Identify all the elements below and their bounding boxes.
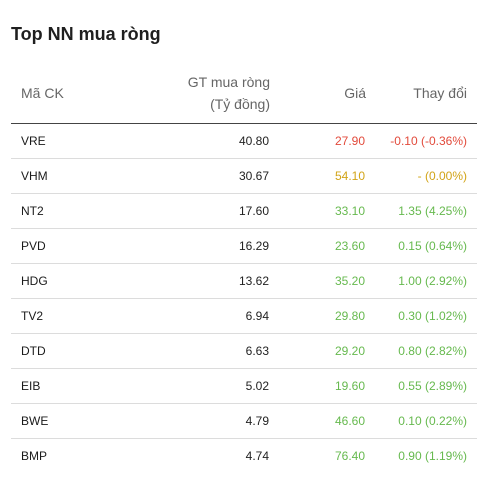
stock-code[interactable]: BWE [11,403,132,439]
table-row[interactable]: TV2 6.94 29.80 0.30 (1.02%) [11,298,477,334]
change: 0.55 (2.89%) [366,368,477,404]
table-row[interactable]: BWE 4.79 46.60 0.10 (0.22%) [11,403,477,439]
change: 0.90 (1.19%) [398,449,467,463]
price: 46.60 [270,403,366,439]
column-header-code[interactable]: Mã CK [11,62,132,124]
net-buy-value: 40.80 [132,123,270,159]
column-header-change[interactable]: Thay đổi [366,62,477,124]
net-buy-value: 4.74 [245,449,269,463]
change: -0.10 (-0.36%) [366,123,477,159]
net-buy-table: Mã CK GT mua ròng (Tỷ đồng) Giá Thay đổi… [11,62,477,473]
net-buy-value: 30.67 [132,158,270,194]
column-header-net-buy-value[interactable]: GT mua ròng (Tỷ đồng) [132,62,270,124]
price: 33.10 [270,193,366,229]
table-row[interactable]: DTD 6.63 29.20 0.80 (2.82%) [11,333,477,369]
price: 23.60 [270,228,366,264]
column-header-price[interactable]: Giá [270,62,366,124]
table-row[interactable]: VRE 40.80 27.90 -0.10 (-0.36%) [11,123,477,159]
price: 54.10 [270,158,366,194]
net-buy-value: 17.60 [132,193,270,229]
stock-code[interactable]: BMP [21,449,48,463]
stock-code[interactable]: HDG [11,263,132,299]
stock-code[interactable]: DTD [11,333,132,369]
change: 0.10 (0.22%) [366,403,477,439]
price: 27.90 [270,123,366,159]
table-row[interactable]: HDG 13.62 35.20 1.00 (2.92%) [11,263,477,299]
stock-code[interactable]: PVD [11,228,132,264]
stock-code[interactable]: TV2 [11,298,132,334]
change: 0.80 (2.82%) [366,333,477,369]
header-row: Mã CK GT mua ròng (Tỷ đồng) Giá Thay đổi [11,62,477,124]
table-row[interactable]: EIB 5.02 19.60 0.55 (2.89%) [11,368,477,404]
table-row[interactable]: PVD 16.29 23.60 0.15 (0.64%) [11,228,477,264]
table-row[interactable]: BMP 4.74 76.40 0.90 (1.19%) [11,439,477,474]
price: 76.40 [334,449,365,463]
price: 29.80 [270,298,366,334]
stock-code[interactable]: EIB [11,368,132,404]
stock-code[interactable]: VRE [11,123,132,159]
column-header-net-buy-value-line1: GT mua ròng [187,73,270,90]
change: 1.35 (4.25%) [366,193,477,229]
stock-code[interactable]: VHM [11,158,132,194]
net-buy-value: 16.29 [132,228,270,264]
net-buy-value: 6.63 [132,333,270,369]
change: 0.30 (1.02%) [366,298,477,334]
price: 19.60 [270,368,366,404]
price: 35.20 [270,263,366,299]
column-header-net-buy-value-line2: (Tỷ đồng) [210,95,270,112]
change: 1.00 (2.92%) [366,263,477,299]
table-row[interactable]: VHM 30.67 54.10 - (0.00%) [11,158,477,194]
table-header: Mã CK GT mua ròng (Tỷ đồng) Giá Thay đổi [11,62,477,124]
change: - (0.00%) [366,158,477,194]
net-buy-value: 4.79 [132,403,270,439]
table-row[interactable]: NT2 17.60 33.10 1.35 (4.25%) [11,193,477,229]
net-buy-value: 13.62 [132,263,270,299]
widget-title: Top NN mua ròng [11,24,161,44]
price: 29.20 [270,333,366,369]
change: 0.15 (0.64%) [366,228,477,264]
net-buy-value: 6.94 [132,298,270,334]
net-buy-value: 5.02 [132,368,270,404]
table-body: VRE 40.80 27.90 -0.10 (-0.36%) VHM 30.67… [11,123,477,474]
stock-code[interactable]: NT2 [11,193,132,229]
